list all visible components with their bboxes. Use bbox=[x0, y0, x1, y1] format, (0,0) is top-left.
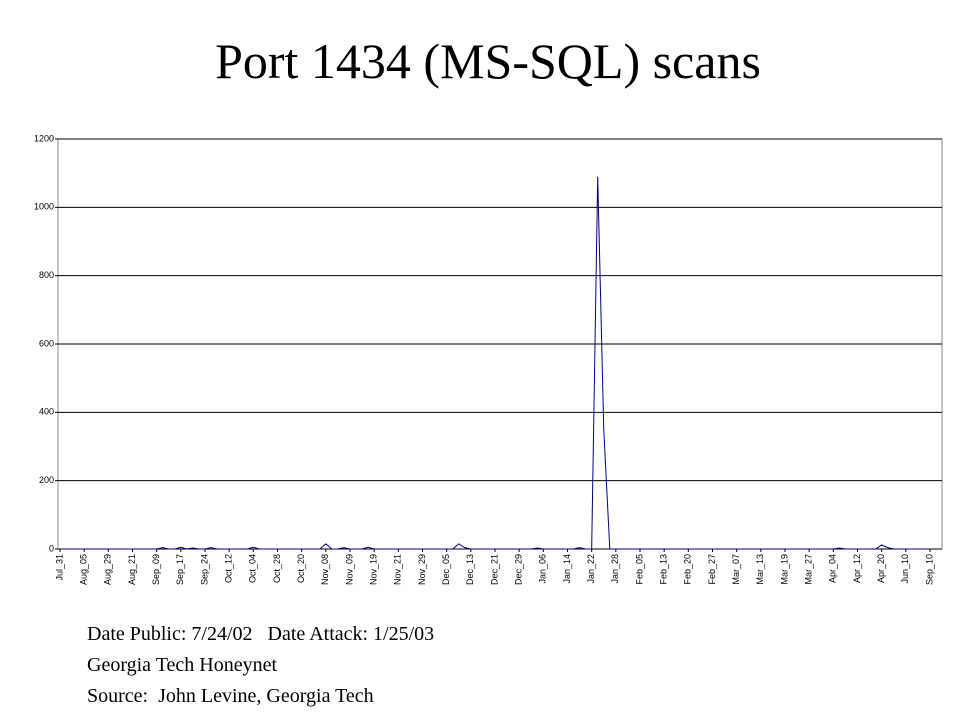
note: Date Public: 7/24/02 Date Attack: 1/25/0… bbox=[87, 623, 434, 645]
x-tick-label: Nov_08 bbox=[320, 554, 330, 585]
x-tick-label: Jan_14 bbox=[562, 554, 572, 584]
slide-title: Port 1434 (MS-SQL) scans bbox=[215, 33, 761, 89]
x-tick-label: Jul_31 bbox=[54, 554, 64, 581]
x-tick-label: Mar_19 bbox=[779, 554, 789, 585]
x-tick-label: Feb_13 bbox=[659, 554, 669, 585]
y-tick-label: 600 bbox=[39, 338, 54, 348]
x-tick-label: Nov_19 bbox=[369, 554, 379, 585]
y-tick-label: 0 bbox=[49, 543, 54, 553]
y-tick-label: 1000 bbox=[34, 202, 54, 212]
x-tick-label: Apr_04 bbox=[828, 554, 838, 583]
x-tick-label: Mar_27 bbox=[804, 554, 814, 585]
x-tick-label: Feb_05 bbox=[634, 554, 644, 585]
x-tick-label: Oct_12 bbox=[224, 554, 234, 583]
x-tick-label: Sep_24 bbox=[199, 554, 209, 585]
x-tick-label: Feb_27 bbox=[707, 554, 717, 585]
x-tick-label: Dec_13 bbox=[465, 554, 475, 585]
x-tick-label: Sep_09 bbox=[151, 554, 161, 585]
y-tick-label: 1200 bbox=[34, 133, 54, 143]
x-tick-label: Nov_29 bbox=[417, 554, 427, 585]
x-tick-label: Apr_20 bbox=[876, 554, 886, 583]
x-tick-label: Mar_07 bbox=[731, 554, 741, 585]
x-tick-label: Apr_12 bbox=[852, 554, 862, 583]
x-tick-label: Oct_20 bbox=[296, 554, 306, 583]
x-tick-label: Sep_17 bbox=[175, 554, 185, 585]
x-tick-label: Dec_29 bbox=[514, 554, 524, 585]
x-tick-label: Jan_22 bbox=[586, 554, 596, 584]
x-tick-label: Nov_09 bbox=[344, 554, 354, 585]
x-tick-label: Jan_28 bbox=[610, 554, 620, 584]
y-tick-label: 200 bbox=[39, 475, 54, 485]
x-tick-label: Aug_29 bbox=[103, 554, 113, 585]
x-tick-label: Sep_10 bbox=[924, 554, 934, 585]
x-tick-label: Jun_10 bbox=[900, 554, 910, 584]
x-tick-label: Dec_21 bbox=[489, 554, 499, 585]
y-tick-label: 400 bbox=[39, 407, 54, 417]
x-tick-label: Jan_06 bbox=[538, 554, 548, 584]
x-tick-label: Nov_21 bbox=[393, 554, 403, 585]
x-tick-label: Oct_04 bbox=[248, 554, 258, 583]
x-tick-label: Mar_13 bbox=[755, 554, 765, 585]
x-tick-label: Aug_05 bbox=[79, 554, 89, 585]
note: Georgia Tech Honeynet bbox=[87, 654, 277, 676]
x-tick-label: Dec_05 bbox=[441, 554, 451, 585]
x-tick-label: Oct_28 bbox=[272, 554, 282, 583]
data-line bbox=[60, 176, 930, 550]
y-tick-label: 800 bbox=[39, 270, 54, 280]
x-tick-label: Feb_20 bbox=[683, 554, 693, 585]
x-tick-label: Aug_21 bbox=[127, 554, 137, 585]
note: Source: John Levine, Georgia Tech bbox=[87, 685, 374, 707]
